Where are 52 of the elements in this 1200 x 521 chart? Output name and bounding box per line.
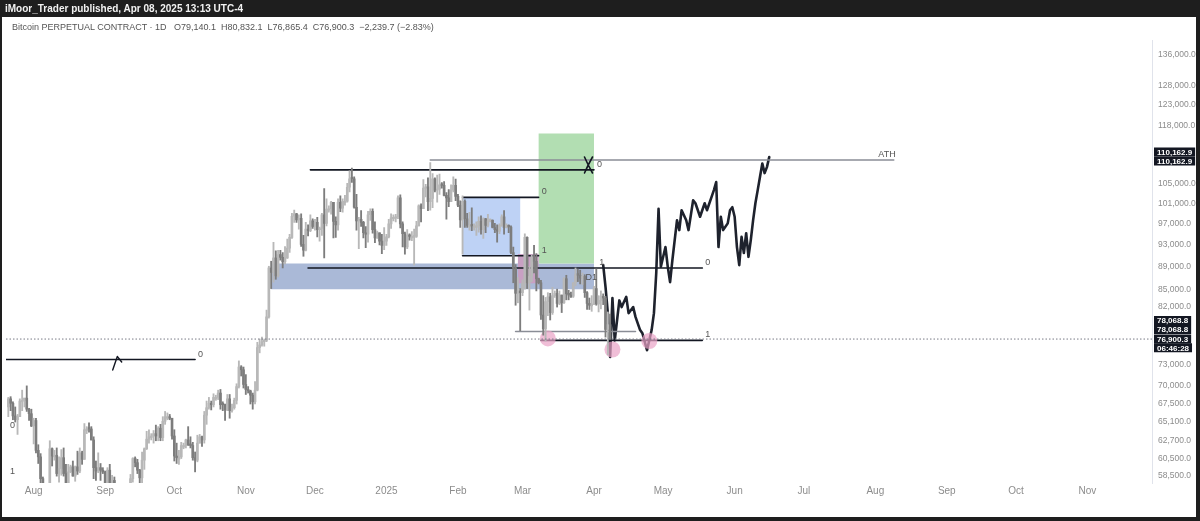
ref-line-label: 76,900.3 xyxy=(1157,334,1189,344)
y-tick-label: 123,000.0 xyxy=(1158,99,1197,110)
x-tick-label: Sep xyxy=(96,484,115,496)
annotation: 0 xyxy=(198,348,204,359)
y-tick-label: 97,000.0 xyxy=(1158,217,1192,228)
y-tick-label: 60,500.0 xyxy=(1158,452,1192,463)
y-tick-label: 93,000.0 xyxy=(1158,238,1192,249)
x-tick-label: Sep xyxy=(937,484,957,496)
annotation: 1 xyxy=(599,256,605,267)
annotation: 1 xyxy=(10,466,16,477)
annotation: 0 xyxy=(596,158,602,169)
y-tick-label: 70,000.0 xyxy=(1158,380,1192,391)
x-tick-label: Nov xyxy=(1078,484,1097,496)
y-tick-label: 101,000.0 xyxy=(1158,197,1197,208)
text: 78,068.8 xyxy=(1157,325,1189,335)
x-tick-label: Aug xyxy=(866,484,885,496)
text: 06:46:28 xyxy=(1157,343,1190,353)
text: 110,162.9 xyxy=(1157,147,1193,157)
x-tick-label: Apr xyxy=(586,484,603,496)
x-tick-label: Jul xyxy=(797,484,811,496)
x-tick-label: Nov xyxy=(236,484,255,496)
y-tick-label: 82,000.0 xyxy=(1158,301,1192,312)
y-tick-label: 65,100.0 xyxy=(1158,416,1192,427)
y-tick-label: 136,000.0 xyxy=(1158,49,1197,60)
annotation: 0 xyxy=(541,186,547,197)
annotation: ATH xyxy=(878,148,896,159)
annotation: 0 xyxy=(10,420,16,431)
x-tick-label: Jun xyxy=(726,484,743,496)
y-tick-label: 67,500.0 xyxy=(1158,398,1192,409)
x-tick-label: Oct xyxy=(1008,484,1024,496)
annotation: 1 xyxy=(705,329,711,340)
x-tick-label: Oct xyxy=(166,484,183,496)
y-tick-label: 118,000.0 xyxy=(1158,120,1196,131)
x-tick-label: May xyxy=(653,484,673,496)
x-tick-label: 2025 xyxy=(375,484,399,496)
text: 110,162.9 xyxy=(1157,156,1193,166)
x-tick-label: Mar xyxy=(513,484,532,496)
y-tick-label: 62,700.0 xyxy=(1158,435,1192,446)
chart-title: iMoor_Trader published, Apr 08, 2025 13:13 UTC-4 xyxy=(5,2,244,16)
annotation: 1 xyxy=(541,244,547,255)
y-tick-label: 128,000.0 xyxy=(1158,79,1197,90)
y-tick-label: 105,000.0 xyxy=(1158,178,1197,189)
x-tick-label: Feb xyxy=(449,484,467,496)
chart-subtitle: Bitcoin PERPETUAL CONTRACT · 1D O79,140.1 H80,832.1 L76,865.4 C76,900.3 −2,239.7 (−2.83%) xyxy=(12,21,434,33)
annotation: 0 xyxy=(705,256,711,267)
x-tick-label: Dec xyxy=(306,484,324,496)
y-tick-label: 89,000.0 xyxy=(1158,260,1192,271)
x-tick-label: Aug xyxy=(24,484,43,496)
y-tick-label: 73,000.0 xyxy=(1158,359,1192,370)
y-tick-label: 85,000.0 xyxy=(1158,283,1192,294)
text: 78,068.8 xyxy=(1157,316,1189,326)
y-tick-label: 58,500.0 xyxy=(1158,469,1192,480)
